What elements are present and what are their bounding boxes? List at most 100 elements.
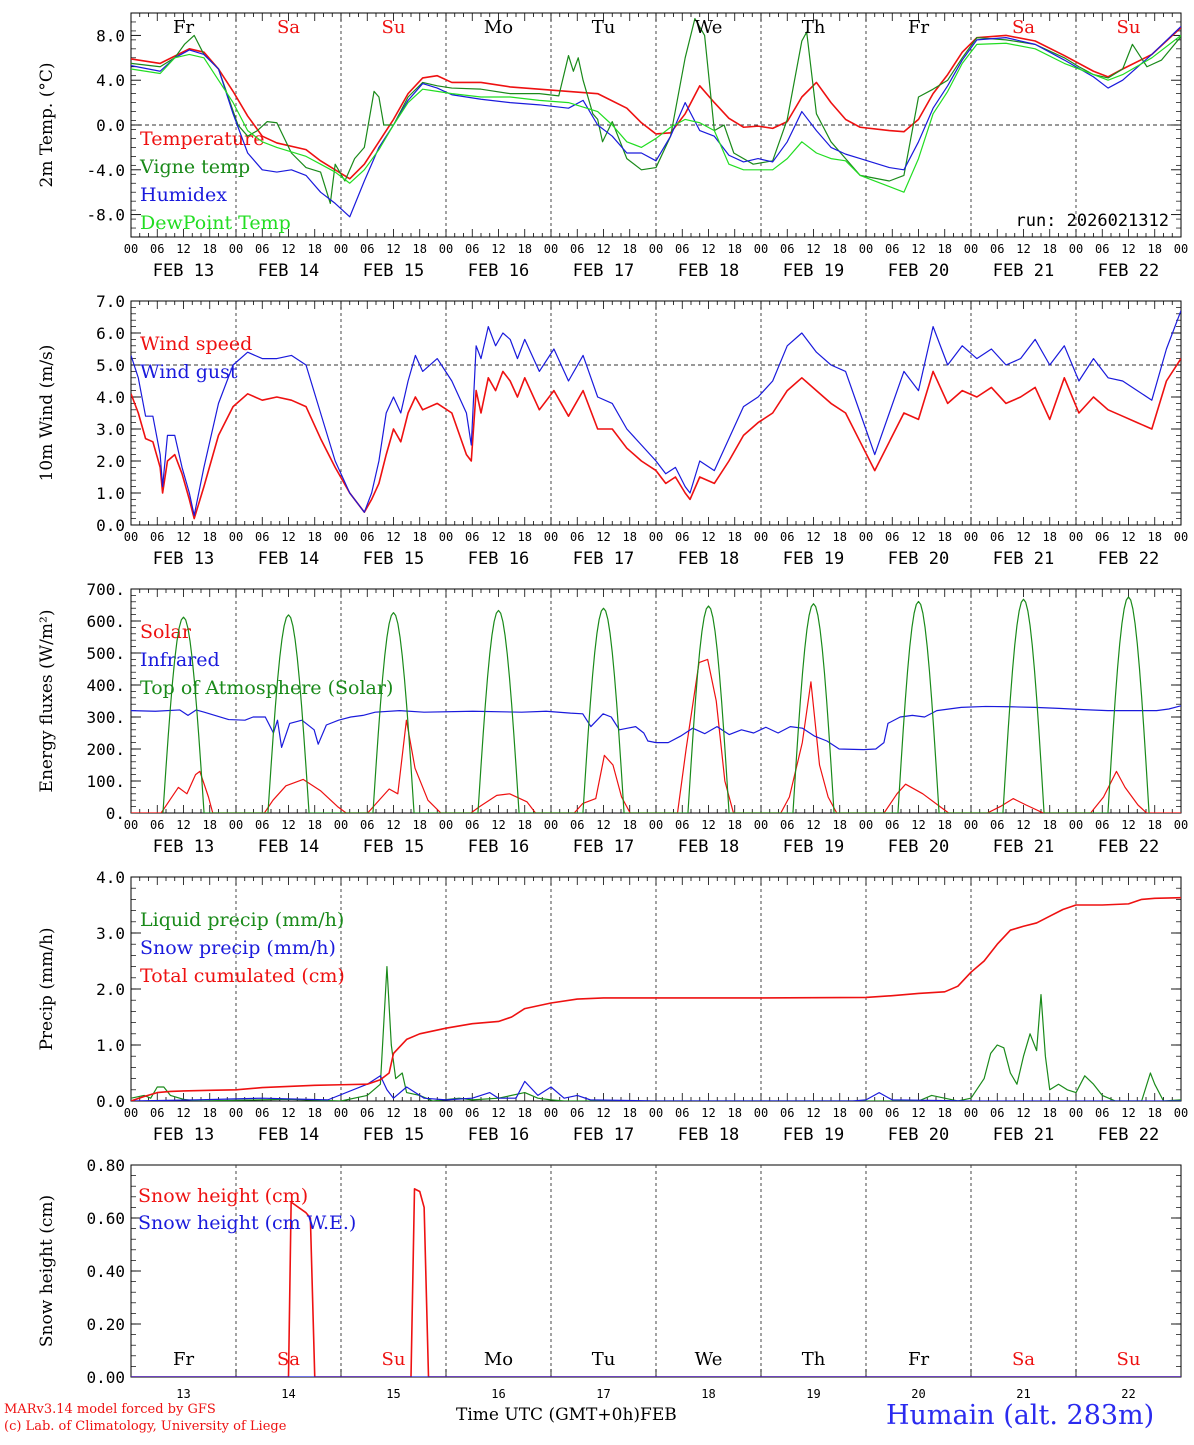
- hour-tick-label: 06: [885, 818, 899, 832]
- hour-tick-label: 06: [255, 242, 269, 256]
- hour-tick-label: 00: [859, 242, 873, 256]
- hour-tick-label: 06: [150, 818, 164, 832]
- hour-tick-label: 06: [1095, 1106, 1109, 1120]
- hour-tick-label: 06: [360, 1106, 374, 1120]
- hour-tick-label: 06: [255, 1106, 269, 1120]
- day-tick-label: FEB 19: [783, 549, 844, 569]
- day-tick-label: FEB 18: [678, 549, 739, 569]
- legend-entry: Total cumulated (cm): [140, 965, 345, 987]
- hour-tick-label: 18: [938, 818, 952, 832]
- hour-tick-label: 00: [1069, 1106, 1083, 1120]
- series-line-infrared: [131, 705, 1181, 751]
- y-tick-label: 7.0: [96, 292, 125, 311]
- hour-tick-label: 06: [675, 530, 689, 544]
- day-number-label: 15: [386, 1387, 400, 1401]
- hour-tick-label: 12: [1016, 242, 1030, 256]
- hour-tick-label: 00: [544, 242, 558, 256]
- hour-tick-label: 06: [465, 242, 479, 256]
- day-tick-label: FEB 15: [363, 549, 424, 569]
- hour-tick-label: 06: [780, 242, 794, 256]
- hour-tick-label: 06: [150, 242, 164, 256]
- hour-tick-label: 00: [1174, 1106, 1188, 1120]
- hour-tick-label: 00: [649, 242, 663, 256]
- hour-tick-label: 00: [859, 530, 873, 544]
- y-tick-label: 4.0: [96, 388, 125, 407]
- hour-tick-label: 12: [176, 242, 190, 256]
- legend-entry: Solar: [140, 621, 192, 643]
- day-number-label: 16: [491, 1387, 505, 1401]
- hour-tick-label: 12: [1121, 530, 1135, 544]
- hour-tick-label: 00: [334, 1106, 348, 1120]
- hour-tick-label: 18: [203, 530, 217, 544]
- hour-tick-label: 18: [938, 1106, 952, 1120]
- hour-tick-label: 00: [124, 242, 138, 256]
- hour-tick-label: 06: [570, 242, 584, 256]
- hour-tick-label: 18: [833, 242, 847, 256]
- hour-tick-label: 00: [439, 242, 453, 256]
- panel-wind: 00 06 12 18 00 06 12 18 00 06 12 18 00 06 12 18 00 06 12 18…: [37, 292, 1188, 569]
- y-axis-title: Energy fluxes (W/m²): [37, 610, 57, 793]
- legend-entry: Temperature: [140, 128, 264, 150]
- hour-tick-label: 00: [1174, 242, 1188, 256]
- y-axis-title: 2m Temp. (°C): [37, 62, 57, 187]
- y-tick-label: 0.20: [86, 1315, 125, 1334]
- legend-entry: Snow height (cm W.E.): [138, 1212, 356, 1234]
- hour-tick-label: 18: [1148, 530, 1162, 544]
- day-tick-label: FEB 13: [153, 261, 214, 281]
- hour-tick-label: 18: [833, 1106, 847, 1120]
- hour-tick-label: 00: [229, 818, 243, 832]
- model-line: MARv3.14 model forced by GFS: [4, 1402, 216, 1417]
- day-tick-label: FEB 21: [993, 837, 1054, 857]
- month-label: FEB: [640, 1405, 677, 1425]
- hour-tick-label: 00: [544, 818, 558, 832]
- day-tick-label: FEB 15: [363, 261, 424, 281]
- series-line-vigne-temp: [131, 18, 1181, 204]
- y-tick-label: 1.0: [96, 484, 125, 503]
- hour-tick-label: 18: [308, 1106, 322, 1120]
- day-tick-label: FEB 13: [153, 549, 214, 569]
- hour-tick-label: 12: [1016, 818, 1030, 832]
- day-tick-label: FEB 20: [888, 549, 949, 569]
- hour-tick-label: 00: [334, 242, 348, 256]
- day-tick-label: FEB 21: [993, 1125, 1054, 1145]
- y-tick-label: 0.80: [86, 1156, 125, 1175]
- hour-tick-label: 00: [859, 1106, 873, 1120]
- hour-tick-label: 06: [360, 242, 374, 256]
- day-number-label: 19: [806, 1387, 820, 1401]
- panel-temp: 00 06 12 18 00 06 12 18 00 06 12 18 00 06 12 18 00 06 12 18…: [37, 12, 1188, 281]
- hour-tick-label: 00: [439, 818, 453, 832]
- series-line-wind-gust: [131, 310, 1181, 516]
- hour-tick-label: 18: [728, 242, 742, 256]
- hour-tick-label: 18: [1043, 818, 1057, 832]
- panel-energy: 00 06 12 18 00 06 12 18 00 06 12 18 00 06 12 18 00 06 12 18…: [37, 580, 1188, 857]
- hour-tick-label: 12: [806, 1106, 820, 1120]
- hour-tick-label: 12: [281, 1106, 295, 1120]
- hour-tick-label: 00: [754, 242, 768, 256]
- weekday-label: We: [695, 1349, 723, 1370]
- hour-tick-label: 18: [623, 818, 637, 832]
- hour-tick-label: 18: [413, 1106, 427, 1120]
- day-tick-label: FEB 13: [153, 837, 214, 857]
- hour-tick-label: 18: [623, 1106, 637, 1120]
- weekday-label: Sa: [1012, 1349, 1035, 1370]
- hour-tick-label: 06: [570, 530, 584, 544]
- panel-frame: [130, 588, 1182, 814]
- hour-tick-label: 12: [386, 1106, 400, 1120]
- y-tick-label: 600.: [86, 612, 125, 631]
- hour-tick-label: 06: [885, 242, 899, 256]
- hour-tick-label: 00: [754, 818, 768, 832]
- hour-tick-label: 00: [1069, 530, 1083, 544]
- hour-tick-label: 12: [1121, 1106, 1135, 1120]
- hour-tick-label: 00: [229, 530, 243, 544]
- hour-tick-label: 00: [229, 242, 243, 256]
- hour-tick-label: 18: [413, 530, 427, 544]
- hour-tick-label: 18: [938, 242, 952, 256]
- weekday-label: Mo: [484, 17, 513, 38]
- hour-tick-label: 06: [990, 1106, 1004, 1120]
- hour-tick-label: 00: [964, 242, 978, 256]
- weekday-label: Su: [1117, 17, 1141, 38]
- hour-tick-label: 06: [570, 1106, 584, 1120]
- day-tick-label: FEB 20: [888, 261, 949, 281]
